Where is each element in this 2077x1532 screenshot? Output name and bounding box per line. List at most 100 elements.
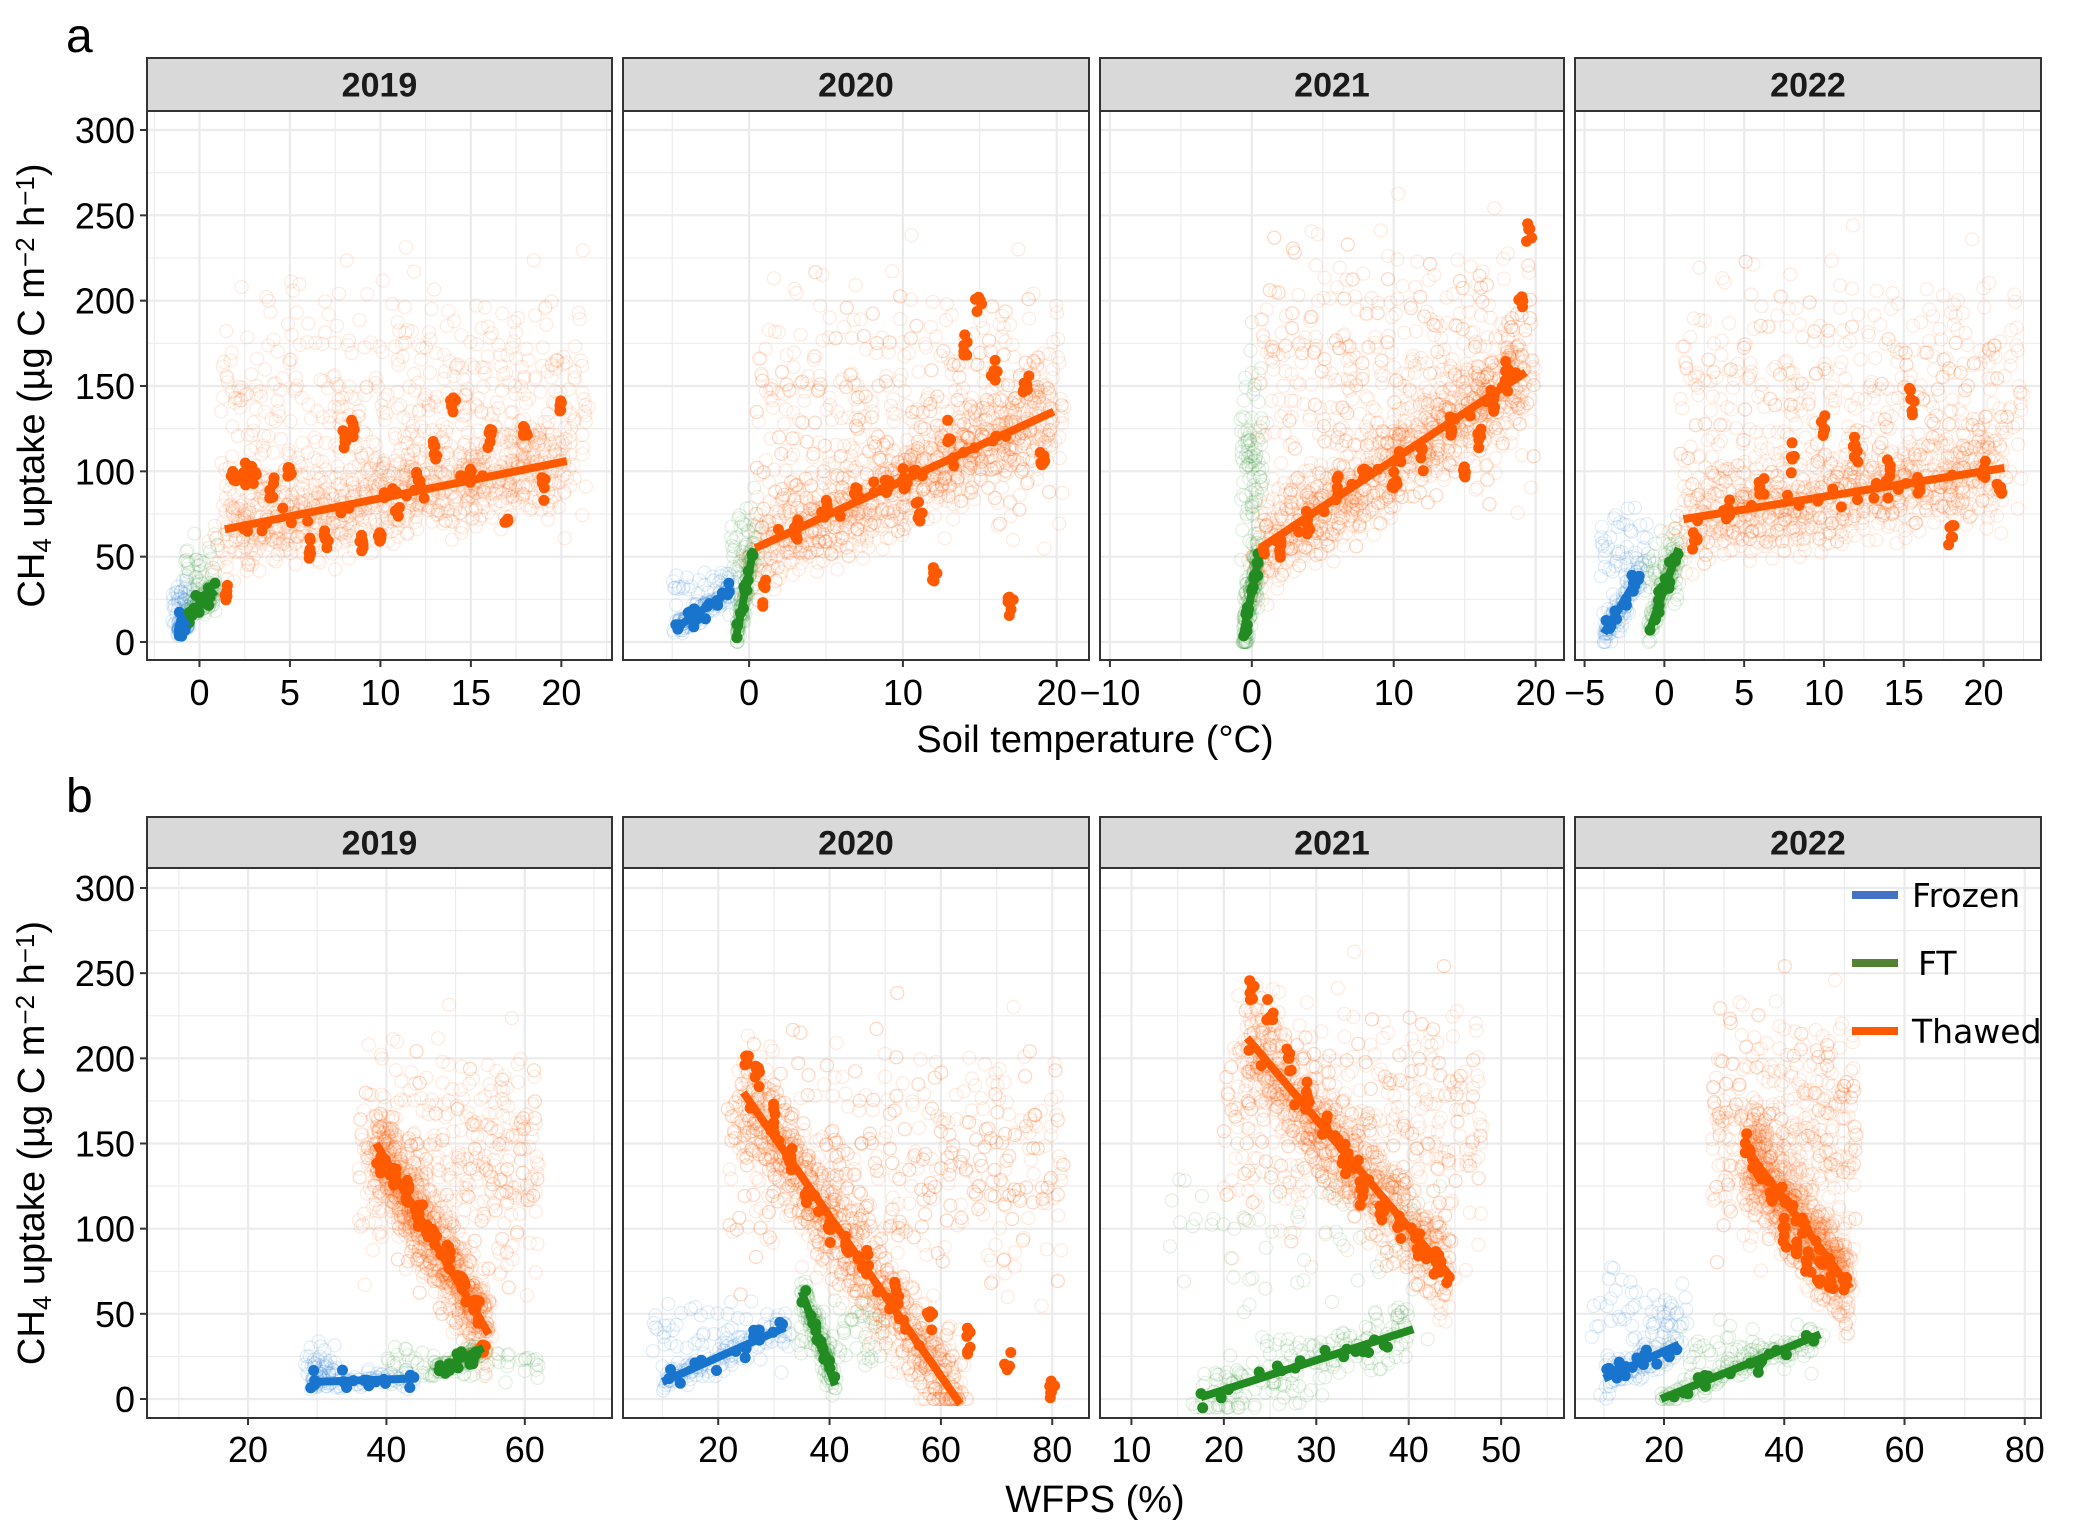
cloud-point <box>399 472 414 487</box>
cloud-point <box>295 435 310 450</box>
cloud-point <box>946 357 961 372</box>
cloud-point <box>856 504 871 519</box>
cloud-point <box>945 489 961 504</box>
cloud-point <box>538 299 553 314</box>
cloud-point <box>1526 371 1541 386</box>
cloud-point <box>436 516 451 531</box>
cloud-point <box>438 364 453 379</box>
cloud-point <box>899 502 914 517</box>
cloud-point <box>1267 284 1283 299</box>
cloud-point <box>241 555 256 570</box>
cloud-point <box>879 435 894 450</box>
cloud-point <box>557 486 572 501</box>
cloud-point <box>1440 315 1455 330</box>
data-point-thawed <box>1023 370 1035 382</box>
cloud-point <box>850 390 866 405</box>
cloud-point <box>762 494 777 509</box>
data-point-thawed <box>757 600 769 612</box>
cloud-point <box>805 537 820 552</box>
cloud-point <box>399 525 414 541</box>
cloud-point <box>373 475 388 490</box>
cloud-point <box>410 497 425 512</box>
cloud-point <box>1511 338 1526 353</box>
cloud-point <box>998 304 1013 319</box>
cloud-point <box>412 443 427 459</box>
cloud-point <box>1282 413 1297 428</box>
cloud-point <box>671 581 686 596</box>
cloud-point <box>897 349 912 364</box>
cloud-point <box>423 332 438 347</box>
cloud-point <box>411 435 427 451</box>
cloud-point <box>458 388 473 403</box>
cloud-point <box>934 477 950 492</box>
cloud-point <box>987 393 1002 408</box>
cloud-point <box>422 325 437 340</box>
cloud-point <box>917 422 933 437</box>
cloud-point <box>802 545 818 560</box>
cloud-point <box>1338 499 1354 514</box>
cloud-point <box>294 390 309 405</box>
cloud-point <box>463 449 478 464</box>
cloud-point <box>384 523 400 539</box>
cloud-point <box>363 461 378 476</box>
cloud-point <box>1016 406 1031 421</box>
cloud-point <box>1338 433 1353 448</box>
cloud-point <box>214 456 229 471</box>
cloud-point <box>418 387 433 403</box>
cloud-point <box>251 496 266 511</box>
cloud-point <box>370 379 385 394</box>
cloud-point <box>798 546 814 561</box>
cloud-point <box>488 497 503 512</box>
cloud-point <box>292 277 307 292</box>
cloud-point <box>354 448 369 463</box>
cloud-point <box>301 397 316 412</box>
cloud-point <box>763 551 778 566</box>
cloud-point <box>1244 315 1260 330</box>
cloud-point <box>505 483 520 498</box>
cloud-point <box>386 466 401 481</box>
cloud-point <box>932 469 948 484</box>
cloud-point <box>770 548 786 564</box>
cloud-point <box>933 425 948 440</box>
cloud-point <box>713 568 728 584</box>
cloud-point <box>368 512 383 527</box>
cloud-point <box>1252 469 1267 485</box>
cloud-point <box>1509 306 1525 322</box>
cloud-point <box>469 449 484 464</box>
cloud-point <box>391 357 406 373</box>
cloud-point <box>1521 258 1536 273</box>
cloud-point <box>874 522 890 537</box>
cloud-point <box>905 405 920 420</box>
cloud-point <box>808 349 823 364</box>
cloud-point <box>575 447 590 462</box>
cloud-point <box>823 547 839 562</box>
cloud-point <box>836 530 851 546</box>
cloud-point <box>791 562 806 577</box>
cloud-point <box>844 331 860 346</box>
cloud-point <box>464 489 479 504</box>
cloud-point <box>878 374 893 389</box>
cloud-point <box>1488 421 1503 436</box>
cloud-point <box>515 488 531 503</box>
cloud-point <box>1452 369 1468 384</box>
cloud-point <box>925 483 940 499</box>
cloud-point <box>876 437 891 452</box>
cloud-point <box>795 374 810 389</box>
cloud-point <box>385 296 400 312</box>
cloud-point <box>381 468 396 483</box>
cloud-point <box>1234 552 1249 567</box>
cloud-point <box>406 264 422 279</box>
cloud-point <box>1340 406 1355 421</box>
cloud-point <box>468 298 484 313</box>
cloud-point <box>1003 441 1019 457</box>
cloud-point <box>549 352 564 367</box>
cloud-point <box>1240 509 1255 524</box>
cloud-point <box>1244 506 1260 521</box>
cloud-point <box>1030 357 1045 372</box>
cloud-point <box>1245 454 1260 469</box>
cloud-point <box>355 477 370 492</box>
cloud-point <box>758 341 773 356</box>
cloud-point <box>246 415 261 430</box>
cloud-point <box>783 545 798 561</box>
